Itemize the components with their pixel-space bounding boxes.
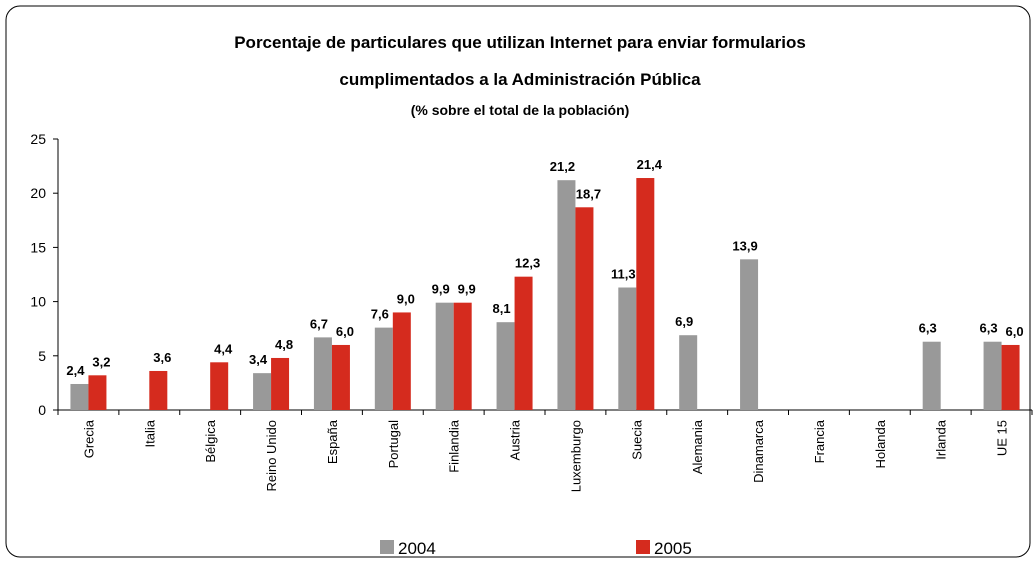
bar: [253, 373, 272, 410]
x-tick-label: Francia: [812, 419, 827, 463]
chart-subtitle: (% sobre el total de la población): [411, 102, 630, 118]
x-tick-label: Italia: [142, 419, 157, 447]
x-tick-label: Irlanda: [934, 419, 949, 460]
legend-swatch: [636, 540, 650, 554]
bar: [636, 178, 655, 410]
value-label: 6,0: [1006, 324, 1024, 339]
value-label: 3,4: [249, 352, 268, 367]
y-tick-label: 5: [38, 348, 46, 364]
bar: [453, 302, 472, 410]
x-tick-label: Austria: [508, 419, 523, 460]
bar: [435, 302, 454, 410]
x-tick-label: Portugal: [386, 420, 401, 469]
value-label: 2,4: [66, 363, 85, 378]
bar: [70, 383, 89, 410]
bar: [392, 312, 411, 410]
value-label: 6,0: [336, 324, 354, 339]
value-label: 9,9: [458, 282, 476, 297]
bar: [1001, 344, 1020, 410]
bar: [374, 327, 393, 410]
x-tick-label: España: [325, 419, 340, 464]
bar: [618, 287, 637, 410]
x-tick-label: Luxemburgo: [568, 420, 583, 492]
bar: [557, 180, 576, 410]
value-label: 12,3: [515, 256, 540, 271]
value-label: 9,9: [432, 282, 450, 297]
x-tick-label: Grecia: [81, 419, 96, 458]
value-label: 8,1: [493, 301, 511, 316]
x-tick-label: Dinamarca: [751, 419, 766, 483]
value-label: 21,4: [637, 157, 663, 172]
bar: [575, 207, 594, 410]
bar: [149, 370, 168, 410]
bar: [679, 335, 698, 410]
value-label: 11,3: [611, 267, 636, 282]
bar: [514, 276, 533, 410]
x-tick-label: UE 15: [995, 420, 1010, 456]
bar: [922, 341, 941, 410]
chart-title: Porcentaje de particulares que utilizan …: [234, 33, 806, 52]
x-tick-label: Reino Unido: [264, 420, 279, 492]
bar: [313, 337, 332, 410]
value-label: 3,2: [92, 354, 110, 369]
y-tick-label: 25: [30, 131, 46, 147]
value-label: 4,4: [214, 341, 233, 356]
x-tick-label: Alemania: [690, 419, 705, 474]
legend-swatch: [380, 540, 394, 554]
x-tick-label: Holanda: [873, 419, 888, 468]
bar: [210, 362, 229, 410]
value-label: 18,7: [576, 186, 601, 201]
value-label: 7,6: [371, 307, 389, 322]
value-label: 3,6: [153, 350, 171, 365]
legend-label: 2004: [398, 539, 436, 558]
value-label: 6,9: [675, 314, 693, 329]
y-tick-label: 20: [30, 185, 46, 201]
x-tick-label: Suecia: [629, 419, 644, 460]
y-tick-label: 15: [30, 239, 46, 255]
value-label: 6,7: [310, 316, 328, 331]
value-label: 6,3: [919, 321, 937, 336]
y-tick-label: 0: [38, 402, 46, 418]
chart-title: cumplimentados a la Administración Públi…: [339, 70, 701, 89]
bar: [740, 259, 759, 410]
bar: [331, 344, 350, 410]
value-label: 4,8: [275, 337, 293, 352]
bar: [88, 375, 107, 410]
bar: [496, 322, 515, 410]
bar: [271, 357, 290, 410]
value-label: 6,3: [980, 321, 998, 336]
value-label: 9,0: [397, 291, 415, 306]
y-tick-label: 10: [30, 294, 46, 310]
value-label: 21,2: [550, 159, 575, 174]
value-label: 13,9: [732, 238, 757, 253]
x-tick-label: Finlandia: [447, 419, 462, 473]
bar: [983, 341, 1002, 410]
x-tick-label: Bélgica: [203, 419, 218, 462]
legend-label: 2005: [654, 539, 692, 558]
